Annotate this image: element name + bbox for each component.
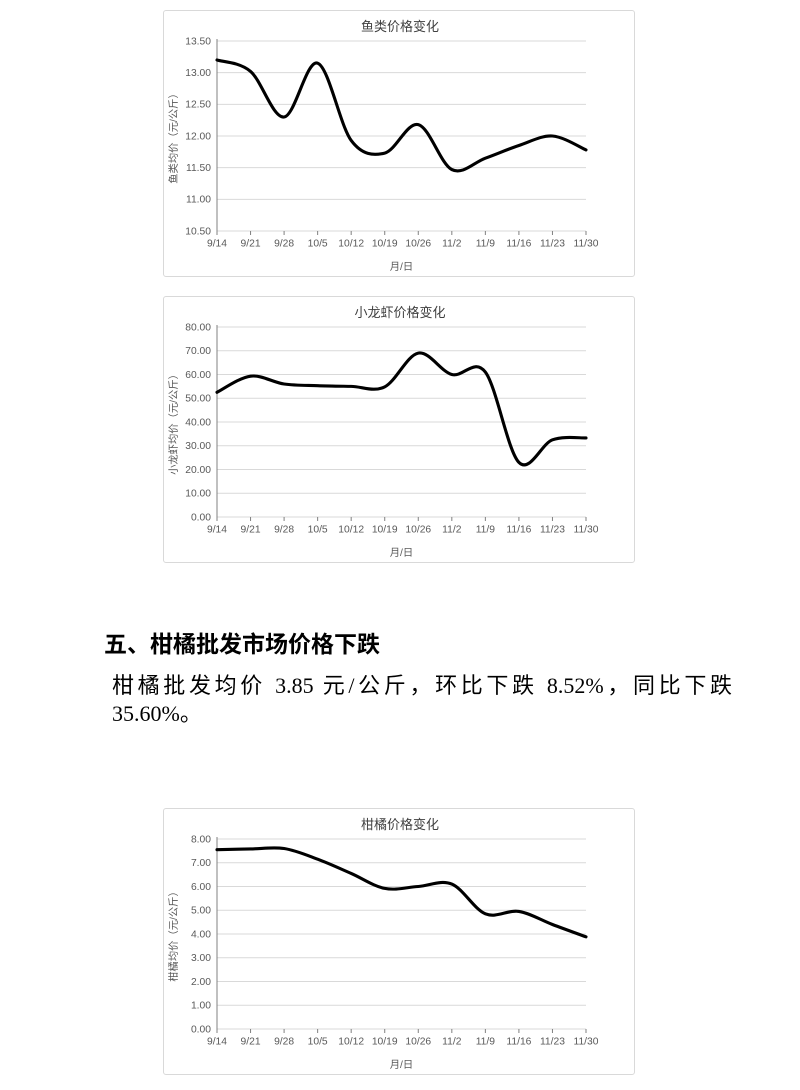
- svg-text:月/日: 月/日: [390, 547, 413, 559]
- svg-text:月/日: 月/日: [390, 261, 413, 273]
- svg-text:10/26: 10/26: [405, 239, 431, 250]
- svg-text:11/9: 11/9: [476, 525, 496, 536]
- svg-text:12.50: 12.50: [185, 100, 211, 111]
- svg-text:柑橘均价（元/公斤）: 柑橘均价（元/公斤）: [167, 886, 180, 982]
- svg-text:9/21: 9/21: [241, 239, 261, 250]
- svg-text:小龙虾均价（元/公斤）: 小龙虾均价（元/公斤）: [167, 369, 180, 475]
- svg-text:12.00: 12.00: [185, 131, 211, 142]
- svg-text:10/5: 10/5: [308, 1037, 328, 1048]
- svg-text:11/9: 11/9: [476, 1037, 496, 1048]
- svg-text:11/23: 11/23: [540, 239, 565, 250]
- svg-text:鱼类价格变化: 鱼类价格变化: [361, 19, 439, 34]
- svg-text:3.00: 3.00: [191, 953, 211, 964]
- svg-text:30.00: 30.00: [185, 441, 211, 452]
- svg-text:11/30: 11/30: [573, 1037, 598, 1048]
- svg-text:9/21: 9/21: [241, 525, 261, 536]
- svg-text:0.00: 0.00: [191, 512, 211, 523]
- svg-text:7.00: 7.00: [191, 858, 211, 869]
- svg-text:11/2: 11/2: [442, 525, 462, 536]
- svg-text:11.50: 11.50: [186, 163, 211, 174]
- svg-text:9/28: 9/28: [274, 525, 294, 536]
- svg-text:10/5: 10/5: [308, 525, 328, 536]
- svg-text:11/23: 11/23: [540, 525, 565, 536]
- svg-text:6.00: 6.00: [191, 882, 211, 893]
- svg-text:50.00: 50.00: [185, 394, 211, 405]
- svg-text:60.00: 60.00: [185, 370, 211, 381]
- svg-text:80.00: 80.00: [185, 322, 211, 333]
- svg-text:8.00: 8.00: [191, 834, 211, 845]
- svg-text:11/16: 11/16: [506, 525, 531, 536]
- svg-text:小龙虾价格变化: 小龙虾价格变化: [354, 305, 445, 320]
- svg-text:10/19: 10/19: [372, 239, 398, 250]
- svg-text:2.00: 2.00: [191, 977, 211, 988]
- svg-text:11/16: 11/16: [506, 239, 531, 250]
- svg-text:10/19: 10/19: [372, 1037, 398, 1048]
- svg-text:10/12: 10/12: [338, 239, 364, 250]
- svg-text:9/14: 9/14: [207, 239, 227, 250]
- svg-text:11/30: 11/30: [573, 239, 598, 250]
- svg-text:11/16: 11/16: [506, 1037, 531, 1048]
- svg-text:20.00: 20.00: [185, 465, 211, 476]
- svg-text:11/2: 11/2: [442, 239, 462, 250]
- svg-text:11.00: 11.00: [186, 195, 211, 206]
- svg-text:9/28: 9/28: [274, 1037, 294, 1048]
- svg-text:9/14: 9/14: [207, 1037, 227, 1048]
- svg-text:11/9: 11/9: [476, 239, 496, 250]
- svg-text:11/23: 11/23: [540, 1037, 565, 1048]
- svg-text:9/28: 9/28: [274, 239, 294, 250]
- svg-text:5.00: 5.00: [191, 906, 211, 917]
- svg-text:10.50: 10.50: [185, 226, 211, 237]
- svg-text:10/12: 10/12: [338, 1037, 364, 1048]
- svg-text:13.00: 13.00: [185, 68, 211, 79]
- svg-text:70.00: 70.00: [185, 346, 211, 357]
- svg-text:10/26: 10/26: [405, 1037, 431, 1048]
- svg-text:1.00: 1.00: [191, 1001, 211, 1012]
- svg-text:10/12: 10/12: [338, 525, 364, 536]
- svg-text:9/21: 9/21: [241, 1037, 261, 1048]
- svg-text:40.00: 40.00: [185, 417, 211, 428]
- svg-text:0.00: 0.00: [191, 1024, 211, 1035]
- svg-text:10/26: 10/26: [405, 525, 431, 536]
- svg-text:11/2: 11/2: [442, 1037, 462, 1048]
- svg-text:柑橘价格变化: 柑橘价格变化: [361, 817, 439, 832]
- svg-text:鱼类均价（元/公斤）: 鱼类均价（元/公斤）: [167, 88, 180, 184]
- svg-text:9/14: 9/14: [207, 525, 227, 536]
- svg-text:10/19: 10/19: [372, 525, 398, 536]
- svg-text:月/日: 月/日: [390, 1059, 413, 1071]
- svg-text:13.50: 13.50: [185, 36, 211, 47]
- svg-text:4.00: 4.00: [191, 929, 211, 940]
- svg-text:10/5: 10/5: [308, 239, 328, 250]
- svg-text:11/30: 11/30: [573, 525, 598, 536]
- svg-text:10.00: 10.00: [185, 489, 211, 500]
